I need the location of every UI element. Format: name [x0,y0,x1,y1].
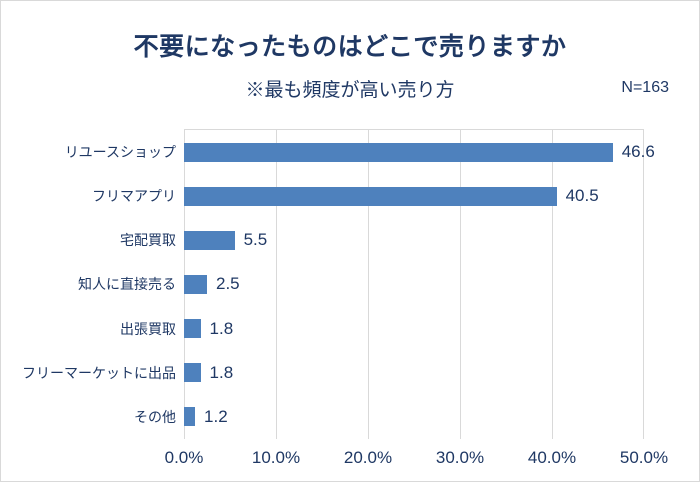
value-label: 1.2 [204,406,228,426]
value-label: 46.6 [621,142,655,162]
plot-area: リユースショップ 46.6 フリマアプリ 40.5 宅配買取 5.5 知人に直接売る 2.5 出… [22,129,655,439]
x-axis-tick-label: 20.0% [343,448,393,467]
gridline [276,130,277,439]
x-axis-tick-label: 30.0% [435,448,485,467]
bar [184,407,196,427]
bar-row: フリーマーケットに出品 1.8 [22,351,644,395]
bar-row: その他 1.2 [134,395,644,439]
value-label: 1.8 [209,362,234,382]
category-label: 宅配買取 [120,232,176,249]
value-label: 2.5 [216,274,240,294]
gridline [368,130,369,439]
category-label: 出張買取 [120,320,176,337]
category-label: 知人に直接売る [78,276,176,293]
bar [184,319,201,339]
bar [184,230,235,250]
category-label: フリーマーケットに出品 [22,364,176,381]
bar-row: 知人に直接売る 2.5 [78,262,644,306]
x-axis-tick-label: 50.0% [619,448,669,467]
value-label: 5.5 [243,230,268,250]
bar-row: フリマアプリ 40.5 [92,174,644,218]
bar [184,142,613,162]
bar-row: 宅配買取 5.5 [120,218,644,262]
gridline [552,130,553,439]
bar-row: リユースショップ 46.6 [65,130,655,174]
gridline [643,130,644,439]
x-axis-tick-label: 10.0% [251,448,301,467]
value-label: 40.5 [565,186,599,206]
chart-subtitle: ※最も頻度が高い売り方 [245,80,455,101]
category-label: フリマアプリ [92,188,176,205]
bar [184,363,201,383]
sample-size-label: N=163 [621,79,669,96]
bar [184,186,557,206]
bar-row: 出張買取 1.8 [120,307,644,351]
bar-rows: リユースショップ 46.6 フリマアプリ 40.5 宅配買取 5.5 知人に直接売る 2.5 出… [22,130,655,439]
gridline [460,130,461,439]
chart-title: 不要になったものはどこで売りますか [133,33,567,61]
category-label: リユースショップ [64,144,176,161]
x-axis-tick-label: 40.0% [527,448,577,467]
bar [184,274,207,294]
x-axis-tick-label: 0.0% [164,448,204,467]
x-axis: 0.0% 10.0% 20.0% 30.0% 40.0% 50.0% [165,448,668,470]
value-label: 1.8 [209,318,234,338]
category-label: その他 [134,408,176,425]
